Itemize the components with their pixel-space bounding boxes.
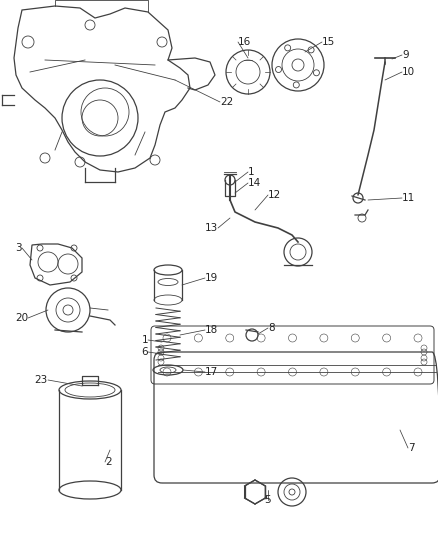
Text: 23: 23 xyxy=(35,375,48,385)
Text: 8: 8 xyxy=(267,323,274,333)
Text: 1: 1 xyxy=(141,335,148,345)
Text: 22: 22 xyxy=(219,97,233,107)
Text: 9: 9 xyxy=(401,50,408,60)
Text: 1: 1 xyxy=(247,167,254,177)
Text: 20: 20 xyxy=(15,313,28,323)
Text: 12: 12 xyxy=(267,190,281,200)
Text: 11: 11 xyxy=(401,193,414,203)
Text: 16: 16 xyxy=(237,37,251,47)
Text: 3: 3 xyxy=(15,243,22,253)
Text: 19: 19 xyxy=(205,273,218,283)
Text: 6: 6 xyxy=(141,347,148,357)
Text: 7: 7 xyxy=(407,443,413,453)
Text: 10: 10 xyxy=(401,67,414,77)
Text: 15: 15 xyxy=(321,37,335,47)
Text: 18: 18 xyxy=(205,325,218,335)
Text: 17: 17 xyxy=(205,367,218,377)
Text: 2: 2 xyxy=(105,457,111,467)
Text: 14: 14 xyxy=(247,178,261,188)
Text: 13: 13 xyxy=(204,223,218,233)
Text: 5: 5 xyxy=(264,495,271,505)
